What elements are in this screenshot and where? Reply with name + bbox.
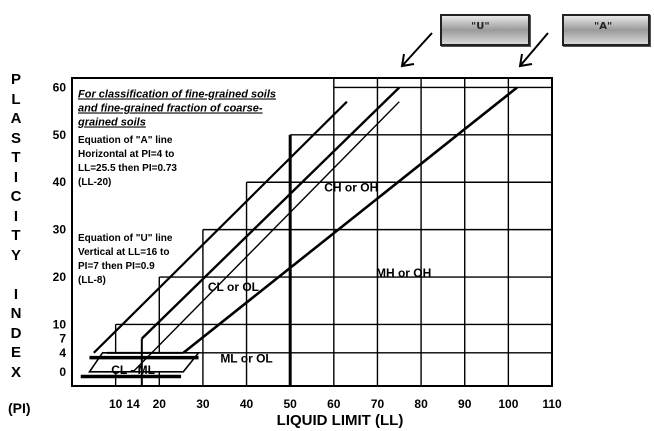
- note-line: grained soils: [77, 116, 146, 128]
- y-axis-letter: S: [10, 129, 21, 147]
- y-axis-letter: T: [11, 149, 21, 166]
- note-line: and fine-grained fraction of coarse-: [78, 102, 263, 114]
- y-tick-label: 7: [59, 332, 66, 346]
- x-tick-label: 80: [414, 397, 428, 411]
- u-line-callout: [440, 14, 530, 46]
- zone-label: CL - ML: [111, 363, 155, 377]
- y-axis-letter: C: [10, 188, 22, 205]
- a-arrow-head: [518, 53, 533, 68]
- chart-series: [93, 32, 549, 386]
- a-line-eq-text: LL=25.5 then PI=0.73: [78, 163, 177, 174]
- u-arrow: [401, 32, 433, 67]
- zone-label: MH or OH: [376, 266, 431, 280]
- zone-label: CL or OL: [208, 280, 259, 294]
- chart-ticks: 10 14 20 30 40 50 60 70 80 90 100 11004710203040506…: [53, 80, 562, 429]
- chart-shapes: [76, 83, 306, 379]
- y-axis-letter: I: [13, 285, 19, 303]
- u-line-eq-text: Equation of "U" line: [78, 233, 173, 244]
- x-tick-label: 50: [284, 397, 298, 411]
- x-tick-label: 90: [458, 397, 472, 411]
- y-tick-label: 4: [59, 346, 66, 360]
- y-tick-label: 50: [53, 128, 67, 142]
- plot-frame: [71, 77, 553, 387]
- x-tick-label: 60: [327, 397, 341, 411]
- x-tick-label: 30: [196, 397, 210, 411]
- u-line-eq-text: PI=7 then PI=0.9: [78, 261, 155, 272]
- y-axis-letter: E: [10, 344, 21, 361]
- note-box: [76, 83, 306, 130]
- x-tick-label: 10: [109, 397, 123, 411]
- y-axis-letter: I: [13, 168, 19, 186]
- y-tick-label: 30: [53, 223, 67, 237]
- series-A-line: [182, 86, 518, 354]
- upper-diagonal: [93, 100, 348, 354]
- a-line-eq-text: Equation of "A" line: [78, 135, 173, 146]
- x-tick-label: 100: [498, 397, 518, 411]
- a-line-callout: [562, 14, 650, 46]
- chart-texts: For classification of fine-grained soils…: [77, 88, 431, 377]
- y-axis-letter: I: [13, 207, 19, 225]
- y-axis-letter: A: [10, 110, 22, 127]
- y-axis-letter: X: [10, 363, 21, 381]
- a-line-eq-text: Horizontal at PI=4 to: [78, 149, 174, 160]
- y-axis-unit: (PI): [8, 400, 31, 416]
- y-axis-letter: P: [10, 71, 21, 88]
- x-tick-label: 70: [371, 397, 385, 411]
- y-axis-letter: L: [11, 90, 21, 108]
- x-axis-label: LIQUID LIMIT (LL): [277, 412, 404, 429]
- y-tick-label: 40: [53, 175, 67, 189]
- a-arrow: [519, 32, 549, 67]
- y-axis-letter: T: [11, 227, 21, 244]
- y-axis-letter: D: [10, 324, 22, 342]
- u-line-callout-label: "U": [471, 21, 490, 32]
- y-axis-letter: Y: [10, 246, 21, 264]
- u-line-eq-text: Vertical at LL=16 to: [78, 247, 169, 258]
- x-tick-label: 40: [240, 397, 254, 411]
- middle-diagonal: [132, 101, 400, 373]
- zone-label: ML or OL: [220, 351, 272, 365]
- x-tick-label: 110: [542, 397, 562, 411]
- y-tick-label: 10: [53, 317, 67, 331]
- y-tick-label: 60: [53, 80, 67, 94]
- a-line-callout-label: "A": [594, 21, 613, 32]
- y-tick-label: 20: [53, 270, 67, 284]
- a-line-eq-text: (LL-20): [78, 177, 111, 188]
- y-tick-label: 0: [59, 365, 66, 379]
- x-tick-label: 20: [153, 397, 167, 411]
- u-arrow-head: [400, 53, 415, 68]
- series-U-line: [140, 86, 401, 340]
- x-tick-label: 14: [126, 397, 140, 411]
- y-axis-letter: N: [10, 305, 22, 322]
- u-line-eq-text: (LL-8): [78, 275, 106, 286]
- note-line: For classification of fine-grained soils: [78, 88, 276, 100]
- zone-label: CH or OH: [324, 181, 378, 195]
